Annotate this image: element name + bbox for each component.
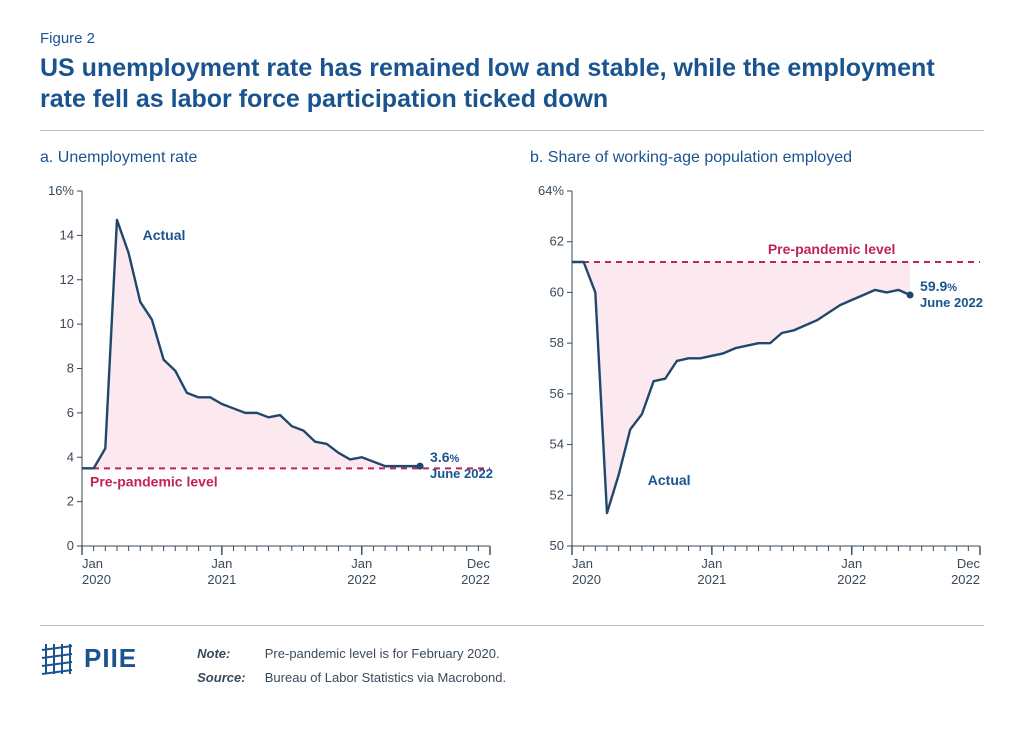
svg-text:Jan: Jan (701, 556, 722, 571)
piie-logo-icon (40, 642, 74, 676)
source-text: Bureau of Labor Statistics via Macrobond… (265, 670, 506, 685)
svg-text:8: 8 (67, 360, 74, 375)
chart-a-svg: 0246810121416%Jan2020Jan2021Jan2022Dec20… (40, 181, 500, 601)
svg-text:2020: 2020 (82, 572, 111, 587)
svg-text:62: 62 (550, 233, 564, 248)
svg-text:12: 12 (60, 271, 74, 286)
svg-text:Actual: Actual (648, 472, 691, 488)
svg-text:2: 2 (67, 493, 74, 508)
svg-text:Jan: Jan (841, 556, 862, 571)
svg-text:16%: 16% (48, 183, 74, 198)
svg-text:54: 54 (550, 436, 564, 451)
svg-text:June 2022: June 2022 (920, 294, 983, 309)
chart-b-svg: 5052545658606264%Jan2020Jan2021Jan2022De… (530, 181, 990, 601)
svg-text:2022: 2022 (951, 572, 980, 587)
panel-b: b. Share of working-age population emplo… (530, 149, 990, 601)
piie-logo-text: PIIE (84, 643, 137, 674)
footer: PIIE Note: Pre-pandemic level is for Feb… (40, 642, 984, 691)
svg-text:Pre-pandemic level: Pre-pandemic level (768, 241, 896, 257)
chart-title: US unemployment rate has remained low an… (40, 53, 984, 116)
svg-text:0: 0 (67, 538, 74, 553)
svg-text:50: 50 (550, 538, 564, 553)
svg-text:60: 60 (550, 284, 564, 299)
svg-text:Dec: Dec (957, 556, 981, 571)
divider-top (40, 130, 984, 131)
svg-text:52: 52 (550, 487, 564, 502)
svg-text:2022: 2022 (837, 572, 866, 587)
svg-text:Jan: Jan (82, 556, 103, 571)
svg-text:Jan: Jan (351, 556, 372, 571)
svg-text:10: 10 (60, 316, 74, 331)
source-label: Source: (197, 666, 261, 691)
svg-text:14: 14 (60, 227, 74, 242)
svg-text:2021: 2021 (207, 572, 236, 587)
svg-text:Jan: Jan (211, 556, 232, 571)
svg-text:3.6%: 3.6% (430, 449, 459, 465)
svg-text:58: 58 (550, 335, 564, 350)
panel-a: a. Unemployment rate 0246810121416%Jan20… (40, 149, 500, 601)
svg-text:Jan: Jan (572, 556, 593, 571)
svg-text:Pre-pandemic level: Pre-pandemic level (90, 473, 218, 489)
svg-text:59.9%: 59.9% (920, 277, 957, 293)
svg-text:4: 4 (67, 449, 74, 464)
svg-text:56: 56 (550, 385, 564, 400)
note-text: Pre-pandemic level is for February 2020. (265, 646, 500, 661)
figure-label: Figure 2 (40, 30, 984, 47)
svg-text:2022: 2022 (347, 572, 376, 587)
panel-a-title: a. Unemployment rate (40, 149, 500, 167)
svg-text:Dec: Dec (467, 556, 491, 571)
svg-text:6: 6 (67, 404, 74, 419)
svg-text:Actual: Actual (143, 226, 186, 242)
panel-row: a. Unemployment rate 0246810121416%Jan20… (40, 149, 984, 601)
footer-notes: Note: Pre-pandemic level is for February… (197, 642, 506, 691)
svg-text:2020: 2020 (572, 572, 601, 587)
svg-text:June 2022: June 2022 (430, 466, 493, 481)
piie-logo: PIIE (40, 642, 137, 676)
svg-text:64%: 64% (538, 183, 564, 198)
panel-b-title: b. Share of working-age population emplo… (530, 149, 990, 167)
note-label: Note: (197, 642, 261, 667)
svg-text:2021: 2021 (697, 572, 726, 587)
divider-bottom (40, 625, 984, 626)
svg-text:2022: 2022 (461, 572, 490, 587)
